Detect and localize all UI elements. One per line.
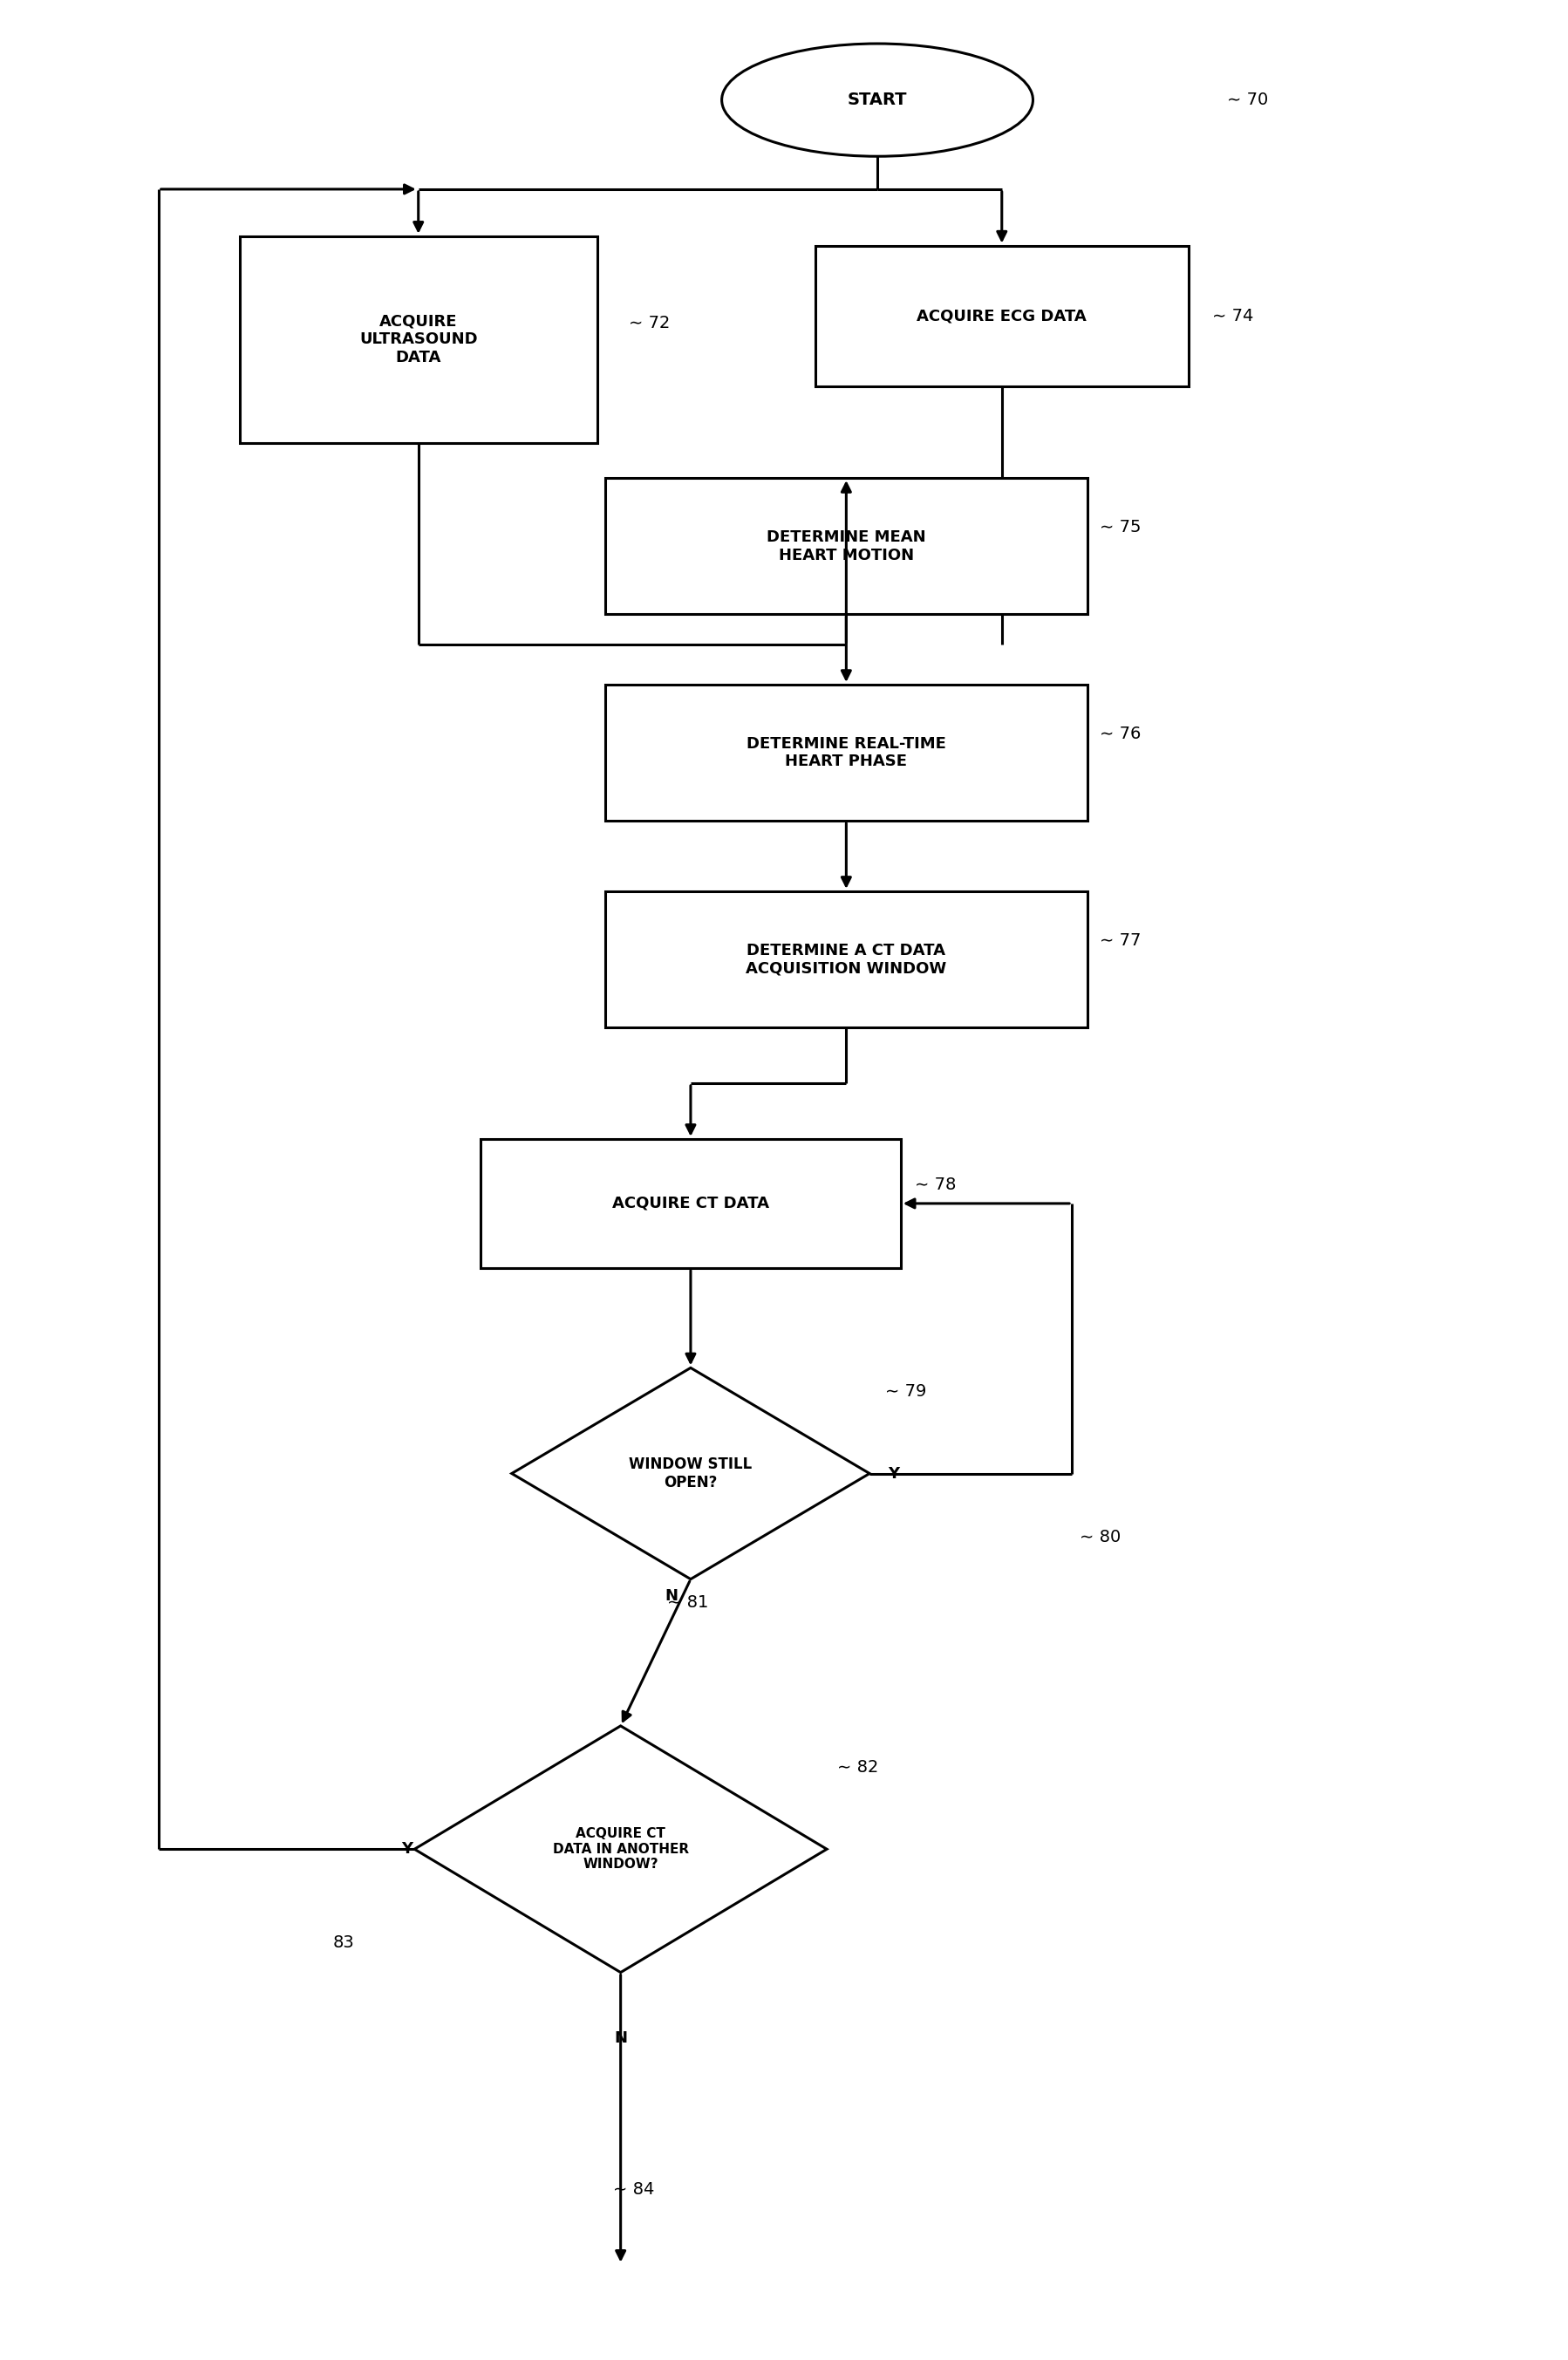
Polygon shape bbox=[414, 1725, 826, 1973]
Text: ∼ 70: ∼ 70 bbox=[1228, 92, 1269, 109]
Text: DETERMINE MEAN
HEART MOTION: DETERMINE MEAN HEART MOTION bbox=[767, 529, 925, 564]
Polygon shape bbox=[511, 1369, 870, 1579]
Text: ∼ 77: ∼ 77 bbox=[1099, 932, 1142, 949]
Text: ∼ 84: ∼ 84 bbox=[613, 2181, 654, 2197]
Text: ACQUIRE CT
DATA IN ANOTHER
WINDOW?: ACQUIRE CT DATA IN ANOTHER WINDOW? bbox=[552, 1827, 688, 1871]
Text: ∼ 78: ∼ 78 bbox=[914, 1175, 956, 1194]
Ellipse shape bbox=[721, 42, 1033, 156]
Text: START: START bbox=[847, 92, 908, 109]
Text: ∼ 81: ∼ 81 bbox=[668, 1595, 709, 1612]
Text: ∼ 72: ∼ 72 bbox=[629, 314, 670, 330]
Text: ∼ 75: ∼ 75 bbox=[1099, 519, 1142, 536]
Text: N: N bbox=[665, 1588, 679, 1602]
Text: DETERMINE REAL-TIME
HEART PHASE: DETERMINE REAL-TIME HEART PHASE bbox=[746, 736, 946, 769]
Text: ACQUIRE ECG DATA: ACQUIRE ECG DATA bbox=[917, 309, 1087, 323]
Text: ∼ 80: ∼ 80 bbox=[1080, 1529, 1121, 1546]
Text: ∼ 76: ∼ 76 bbox=[1099, 725, 1142, 741]
Text: ∼ 79: ∼ 79 bbox=[884, 1383, 927, 1399]
Text: ACQUIRE
ULTRASOUND
DATA: ACQUIRE ULTRASOUND DATA bbox=[359, 314, 478, 366]
Text: Y: Y bbox=[401, 1841, 412, 1857]
Text: DETERMINE A CT DATA
ACQUISITION WINDOW: DETERMINE A CT DATA ACQUISITION WINDOW bbox=[746, 942, 947, 977]
Text: Y: Y bbox=[887, 1466, 900, 1482]
FancyBboxPatch shape bbox=[605, 892, 1087, 1027]
Text: ∼ 74: ∼ 74 bbox=[1212, 307, 1253, 323]
FancyBboxPatch shape bbox=[605, 479, 1087, 614]
FancyBboxPatch shape bbox=[240, 236, 597, 444]
Text: N: N bbox=[615, 2030, 627, 2046]
FancyBboxPatch shape bbox=[605, 684, 1087, 821]
Text: WINDOW STILL
OPEN?: WINDOW STILL OPEN? bbox=[629, 1456, 753, 1492]
Text: ∼ 82: ∼ 82 bbox=[837, 1758, 878, 1775]
Text: 83: 83 bbox=[332, 1935, 354, 1952]
Text: ACQUIRE CT DATA: ACQUIRE CT DATA bbox=[612, 1197, 770, 1211]
FancyBboxPatch shape bbox=[481, 1140, 900, 1267]
FancyBboxPatch shape bbox=[815, 245, 1189, 387]
